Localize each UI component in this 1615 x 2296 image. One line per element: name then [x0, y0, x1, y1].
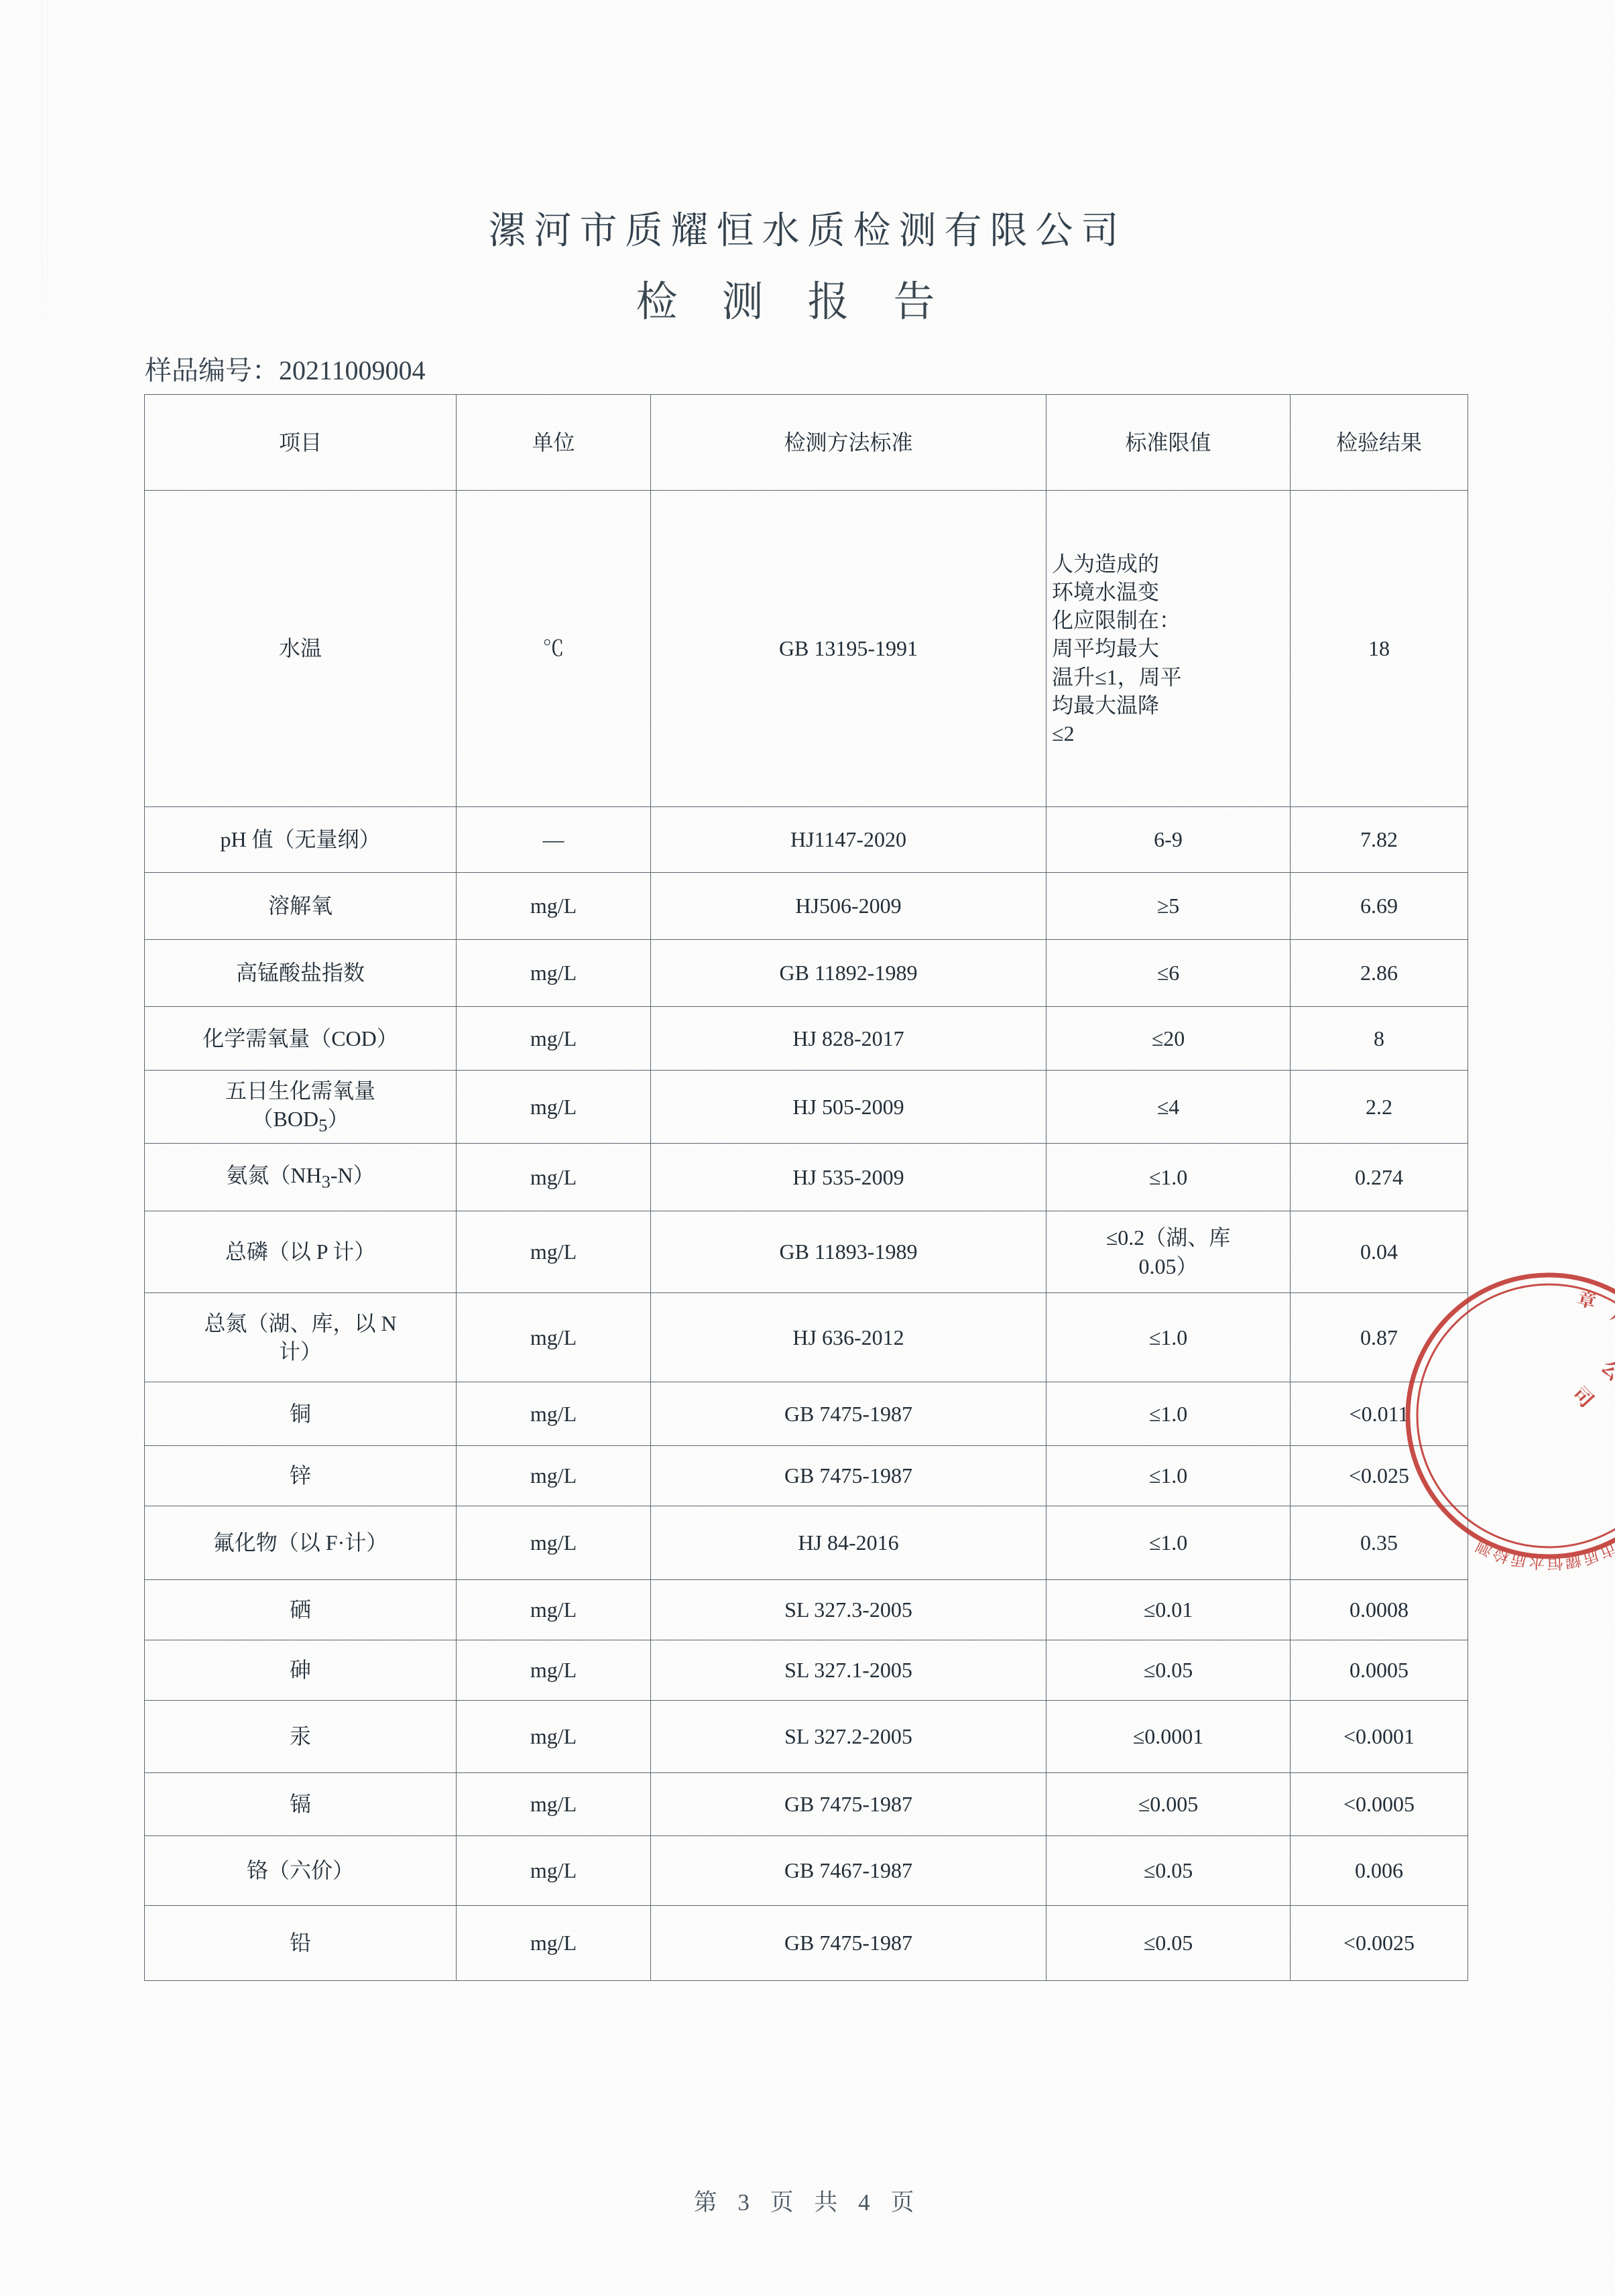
svg-text:用: 用	[1607, 1301, 1615, 1333]
svg-text:公 司: 公 司	[1567, 1353, 1615, 1425]
